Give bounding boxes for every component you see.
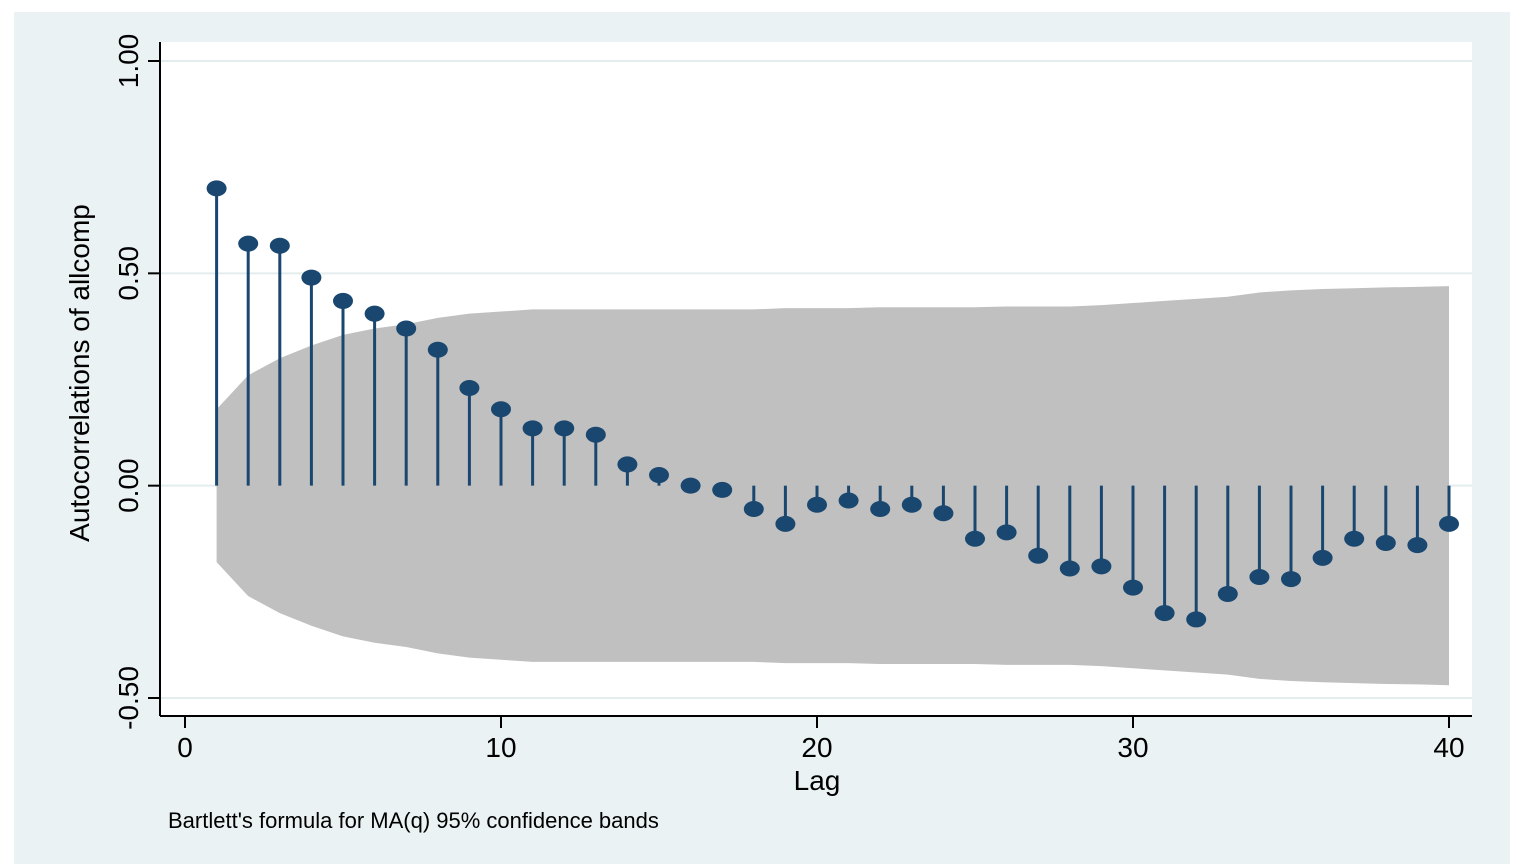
stem-marker (427, 341, 448, 358)
stem-marker (1217, 585, 1238, 602)
y-tick-label: 0.00 (113, 458, 144, 512)
chart-note: Bartlett's formula for MA(q) 95% confide… (168, 808, 659, 833)
stem-marker (459, 379, 480, 396)
confidence-band (216, 286, 1450, 686)
stem-marker (1344, 530, 1365, 547)
stem-marker (238, 235, 259, 252)
stem-marker (1028, 547, 1049, 564)
stem-marker (1123, 579, 1143, 596)
y-tick-label: 0.50 (113, 246, 144, 301)
stem-marker (491, 401, 511, 418)
x-tick-label: 40 (1433, 732, 1464, 763)
stem-marker (933, 505, 954, 522)
stem-marker (1375, 534, 1396, 551)
stem-marker (396, 320, 417, 337)
stems (206, 180, 1459, 628)
stem-marker (364, 305, 385, 322)
stem-marker (1407, 537, 1428, 554)
stem-marker (712, 481, 733, 498)
stem-marker (870, 501, 891, 518)
stem-marker (649, 467, 669, 484)
stem-marker (617, 456, 638, 473)
stem-marker (206, 180, 227, 197)
stem-marker (1059, 560, 1080, 577)
axes: -0.50 0.00 0.50 1.00 0 10 20 30 40 (113, 34, 1472, 763)
x-tick-label: 0 (177, 732, 193, 763)
stem-marker (1186, 611, 1207, 628)
stem-marker (1312, 549, 1333, 566)
stem-marker (743, 501, 764, 518)
stem-marker (522, 420, 543, 437)
x-axis-title: Lag (794, 765, 841, 796)
stem-marker (1249, 568, 1270, 585)
stem-marker (1439, 515, 1459, 532)
stem-marker (301, 269, 322, 286)
stem-marker (1281, 571, 1301, 588)
y-axis-title: Autocorrelations of allcomp (64, 204, 95, 542)
y-tick-label: 1.00 (113, 34, 144, 89)
stem-marker (1154, 605, 1175, 622)
stem-marker (996, 524, 1017, 541)
stem-marker (680, 477, 701, 494)
x-tick-label: 20 (801, 732, 832, 763)
stem-marker (807, 496, 827, 513)
stem-marker (775, 515, 796, 532)
stem-marker (838, 492, 859, 509)
stem-marker (901, 496, 922, 513)
stem-marker (585, 426, 606, 443)
x-tick-label: 30 (1117, 732, 1148, 763)
stem-marker (554, 420, 575, 437)
stem-marker (269, 237, 290, 254)
stem-marker (333, 292, 353, 309)
x-tick-label: 10 (485, 732, 516, 763)
y-tick-label: -0.50 (113, 666, 144, 730)
stem-marker (965, 530, 985, 547)
stem-marker (1091, 558, 1112, 575)
